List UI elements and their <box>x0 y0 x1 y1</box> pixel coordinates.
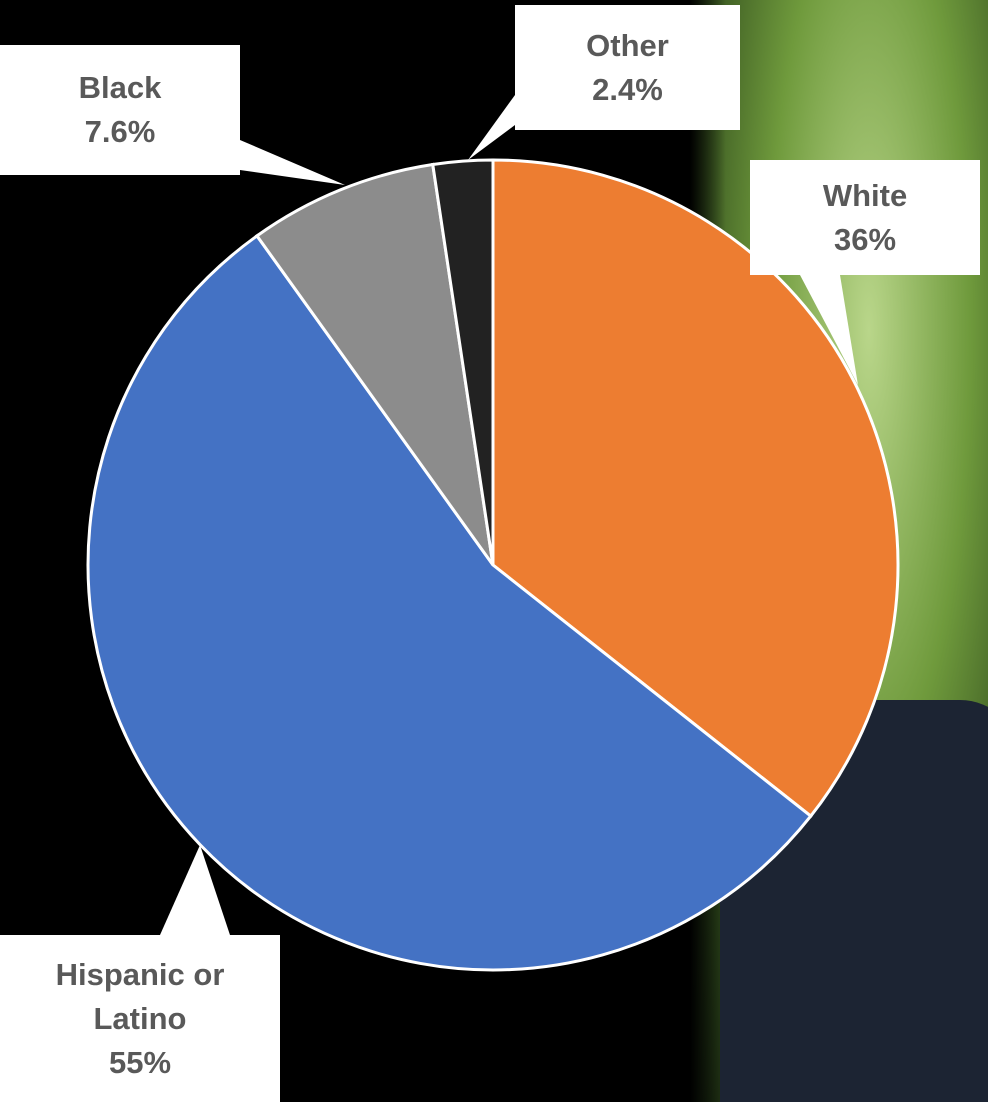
value-label: 36% <box>833 221 897 257</box>
callout-pointer <box>160 845 230 935</box>
category-label: White <box>822 177 908 213</box>
data-label: White 36% <box>750 160 980 275</box>
category-label: Black <box>78 70 162 105</box>
category-label: Other <box>586 27 669 63</box>
data-label: Other 2.4% <box>515 5 740 130</box>
pie-slice <box>86 233 813 972</box>
value-label: 55% <box>108 1044 172 1080</box>
data-label: Black 7.6% <box>0 45 240 175</box>
value-label: 7.6% <box>84 114 156 149</box>
callout-pointer <box>800 275 858 385</box>
data-label: Hispanic or Latino 55% <box>0 935 280 1102</box>
callout-pointer <box>240 140 345 185</box>
callout-pointer <box>468 95 515 160</box>
value-label: 2.4% <box>592 71 663 107</box>
pie-slice <box>254 162 495 566</box>
category-label: Hispanic or Latino <box>55 956 225 1036</box>
pie-slice <box>431 158 495 566</box>
pie-slice <box>491 158 900 819</box>
